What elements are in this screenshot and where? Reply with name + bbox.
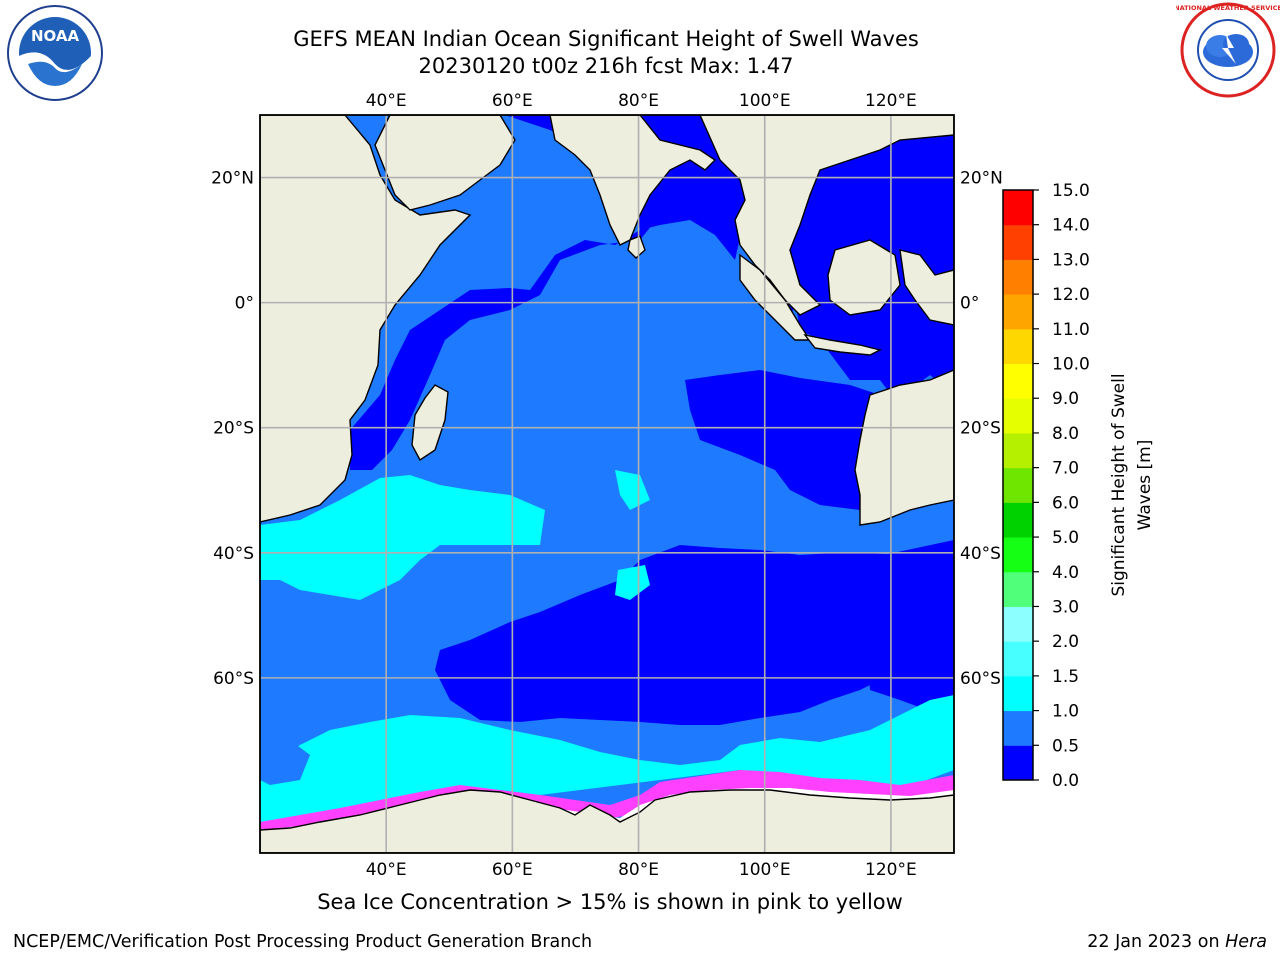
colorbar-tick-label-5: 3.0	[1052, 597, 1079, 617]
land-antarctica	[260, 789, 954, 853]
colorbar-label-line1: Significant Height of Swell	[1109, 373, 1129, 596]
land-borneo	[827, 239, 901, 316]
x-tick-label-bottom-3: 100°E	[739, 860, 791, 880]
y-tick-label-left-0: 20°N	[211, 169, 254, 189]
y-tick-label-right-1: 0°	[960, 294, 979, 314]
colorbar-tick-label-3: 1.5	[1052, 667, 1079, 687]
swell-region-south-atlantic-cyan	[260, 475, 545, 600]
axis-labels: 40°E 40°E 60°E 60°E 80°E 80°E 100°E 100°E 120°E 1…	[211, 91, 1003, 880]
colorbar-label-line2: Waves [m]	[1135, 440, 1155, 531]
land-india	[549, 115, 717, 246]
y-tick-label-left-2: 20°S	[213, 419, 254, 439]
colorbar-label-group: Significant Height of Swell Waves [m]	[1109, 373, 1155, 596]
colorbar-segment-16	[1003, 190, 1033, 226]
nws-logo-icon: NATIONAL WEATHER SERVICE	[1176, 2, 1280, 98]
y-tick-label-right-2: 20°S	[960, 419, 1001, 439]
nws-logo-text: NATIONAL WEATHER SERVICE	[1176, 4, 1280, 12]
colorbar-tick-label-16: 14.0	[1052, 216, 1090, 236]
chart-subtitle: 20230120 t00z 216h fcst Max: 1.47	[418, 54, 794, 78]
land-se-asia	[699, 115, 954, 316]
x-tick-label-top-4: 120°E	[865, 91, 917, 111]
colorbar: 0.0 0.5 1.0 1.5 2.0 3.0 4.0 5.0 6.0 7.0 8.0 9.0 10.0…	[1002, 181, 1090, 791]
colorbar-tick-label-13: 11.0	[1052, 320, 1090, 340]
x-tick-label-bottom-2: 80°E	[618, 860, 659, 880]
chart-title: GEFS MEAN Indian Ocean Significant Heigh…	[293, 27, 919, 51]
colorbar-segment-4	[1003, 606, 1033, 642]
footer-host: Hera	[1225, 932, 1267, 952]
swell-region-mid-cyan	[615, 470, 650, 510]
colorbar-tick-label-1: 0.5	[1052, 736, 1079, 756]
colorbar-tick-label-17: 15.0	[1052, 181, 1090, 201]
swell-region-southern-ocean	[435, 545, 954, 725]
colorbar-tick-label-9: 7.0	[1052, 459, 1079, 479]
sea-ice-caption: Sea Ice Concentration > 15% is shown in …	[317, 890, 903, 914]
y-tick-label-left-4: 60°S	[213, 669, 254, 689]
colorbar-segment-5	[1003, 571, 1033, 607]
land-africa	[260, 115, 472, 523]
colorbar-segment-10	[1003, 398, 1033, 434]
colorbar-segment-15	[1003, 224, 1033, 260]
colorbar-segment-11	[1003, 363, 1033, 399]
sea-ice-edge	[260, 770, 954, 832]
colorbar-segment-9	[1003, 432, 1033, 469]
x-tick-label-bottom-1: 60°E	[492, 860, 533, 880]
y-tick-label-left-3: 40°S	[213, 544, 254, 564]
colorbar-segment-3	[1003, 641, 1033, 677]
colorbar-tick-label-10: 8.0	[1052, 424, 1079, 444]
gridlines	[260, 115, 954, 853]
colorbar-segment-0	[1003, 745, 1033, 781]
x-tick-label-top-3: 100°E	[739, 91, 791, 111]
land-masses	[260, 115, 954, 853]
land-australia	[854, 369, 954, 526]
map-frame	[259, 114, 955, 854]
colorbar-segment-13	[1003, 294, 1033, 330]
swell-region-west-australia	[685, 370, 895, 510]
y-tick-label-right-0: 20°N	[960, 169, 1003, 189]
x-tick-label-bottom-0: 40°E	[366, 860, 407, 880]
colorbar-tick-label-6: 4.0	[1052, 563, 1079, 583]
colorbar-tick-label-2: 1.0	[1052, 702, 1079, 722]
colorbar-segment-1	[1003, 710, 1033, 746]
x-tick-label-top-1: 60°E	[492, 91, 533, 111]
colorbar-tick-label-0: 0.0	[1052, 771, 1079, 791]
colorbar-tick-label-4: 2.0	[1052, 632, 1079, 652]
y-tick-label-right-4: 60°S	[960, 669, 1001, 689]
swell-region-mid2-cyan	[615, 565, 650, 600]
colorbar-segment-8	[1003, 467, 1033, 503]
colorbar-segment-7	[1003, 502, 1033, 538]
footer-date: 22 Jan 2023 on Hera	[1087, 932, 1267, 952]
colorbar-segment-12	[1003, 328, 1033, 365]
x-tick-label-bottom-4: 120°E	[865, 860, 917, 880]
colorbar-segment-6	[1003, 537, 1033, 573]
colorbar-tick-label-12: 10.0	[1052, 355, 1090, 375]
colorbar-tick-label-8: 6.0	[1052, 493, 1079, 513]
noaa-logo-icon: NOAA	[7, 5, 103, 101]
colorbar-tick-label-15: 13.0	[1052, 250, 1090, 270]
land-sumatra	[739, 253, 812, 341]
y-tick-label-left-1: 0°	[235, 294, 254, 314]
colorbar-segment-14	[1003, 259, 1033, 295]
colorbar-frame	[1002, 189, 1034, 781]
footer-date-text: 22 Jan 2023 on	[1087, 932, 1220, 952]
land-sulawesi-papua	[899, 249, 954, 326]
swell-region-southeast	[860, 540, 954, 720]
x-tick-label-top-2: 80°E	[618, 91, 659, 111]
colorbar-segment-2	[1003, 675, 1033, 712]
swell-region-south-cyan-west	[260, 740, 310, 785]
x-tick-label-top-0: 40°E	[366, 91, 407, 111]
colorbar-tick-label-7: 5.0	[1052, 528, 1079, 548]
colorbar-tick-label-11: 9.0	[1052, 389, 1079, 409]
land-java	[803, 333, 883, 356]
map-area	[260, 115, 954, 853]
footer-credit: NCEP/EMC/Verification Post Processing Pr…	[13, 932, 593, 952]
colorbar-tick-label-14: 12.0	[1052, 285, 1090, 305]
land-madagascar	[411, 384, 449, 462]
y-tick-label-right-3: 40°S	[960, 544, 1001, 564]
noaa-logo-text: NOAA	[31, 27, 80, 45]
